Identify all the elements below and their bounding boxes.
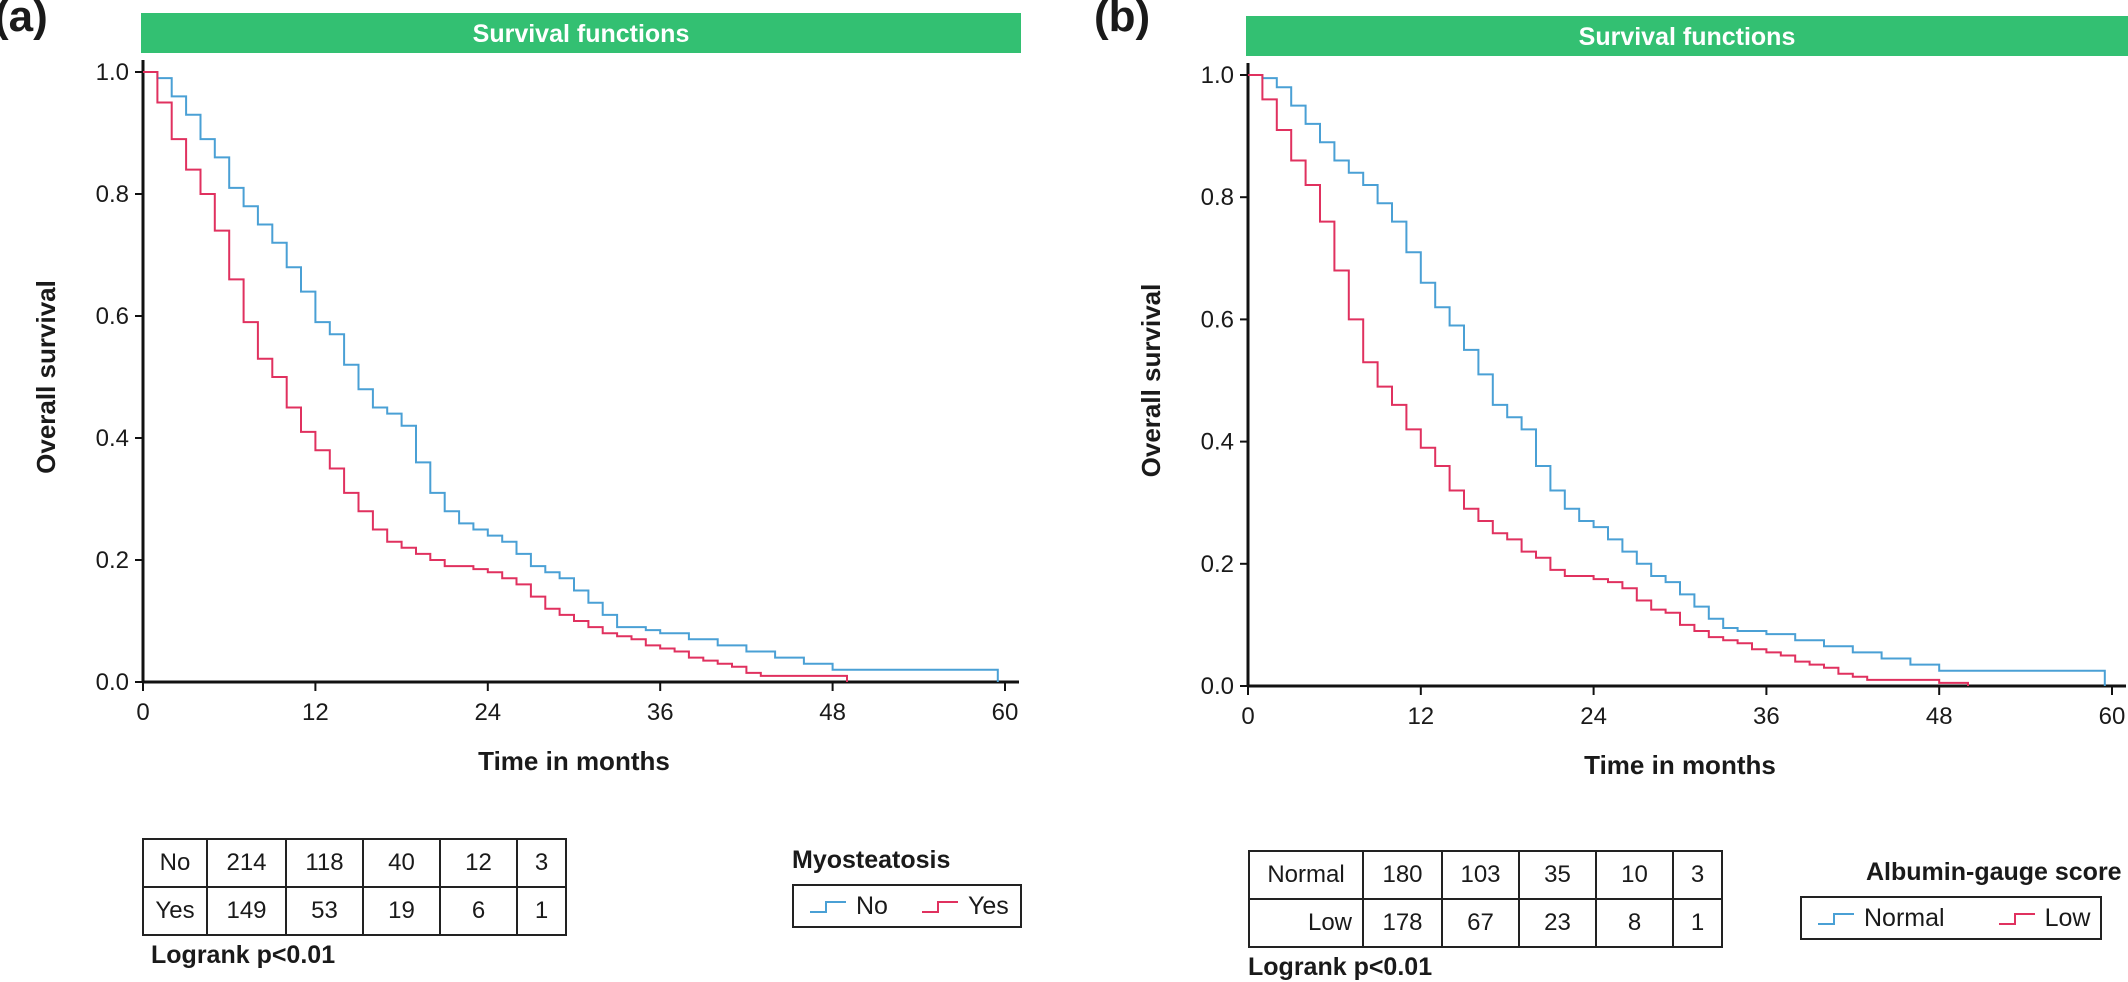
panel-b-logrank: Logrank p<0.01 (1248, 953, 1433, 981)
y-axis-label: Overall survival (31, 280, 61, 474)
table-row: Low 178 67 23 8 1 (1248, 898, 1723, 948)
risk-cell: 40 (362, 838, 441, 888)
chart-title: Survival functions (1579, 23, 1796, 51)
panel-a-legend-title: Myosteatosis (792, 846, 951, 874)
legend-item-low: Low (1997, 903, 2091, 933)
panel-b-letter: (b) (1094, 0, 1151, 41)
risk-cell: 8 (1595, 898, 1674, 948)
x-tick-label: 0 (136, 699, 149, 726)
risk-cell: 3 (1672, 850, 1723, 900)
y-tick-label: 0.0 (96, 669, 129, 696)
x-tick-label: 60 (992, 699, 1019, 726)
legend-step-icon (1818, 913, 1854, 925)
y-tick-label: 0.2 (1201, 551, 1234, 578)
risk-cell: 6 (439, 886, 518, 936)
risk-row-label: Low (1248, 898, 1364, 948)
legend-label: Normal (1864, 903, 1945, 932)
panel-b-risk-table: Normal 180 103 35 10 3 Low 178 67 23 8 1 (1248, 850, 1723, 948)
risk-cell: 180 (1362, 850, 1443, 900)
y-tick-label: 0.4 (96, 425, 129, 452)
x-tick-label: 12 (302, 699, 329, 726)
survival-curve-yes (143, 71, 848, 682)
survival-curve-low (1248, 74, 1969, 686)
panel-a-logrank: Logrank p<0.01 (151, 941, 336, 969)
x-axis-label: Time in months (478, 746, 670, 776)
risk-cell: 19 (362, 886, 441, 936)
legend-step-icon (921, 901, 958, 913)
risk-cell: 3 (516, 838, 567, 888)
panel-b-legend-title: Albumin-gauge score (1866, 858, 2122, 886)
risk-cell: 214 (206, 838, 287, 888)
y-tick-label: 1.0 (1201, 62, 1234, 89)
x-tick-label: 36 (647, 699, 674, 726)
risk-row-label: Normal (1248, 850, 1364, 900)
title-banner (141, 13, 1021, 53)
risk-cell: 118 (285, 838, 364, 888)
y-tick-label: 0.8 (1201, 184, 1234, 211)
y-tick-label: 0.6 (1201, 306, 1234, 333)
panel-a-legend: No Yes (792, 884, 1022, 928)
y-tick-label: 0.8 (96, 181, 129, 208)
risk-cell: 1 (516, 886, 567, 936)
risk-cell: 35 (1518, 850, 1597, 900)
y-tick-label: 0.0 (1201, 673, 1234, 700)
y-axis-label: Overall survival (1136, 284, 1166, 478)
risk-row-label: Yes (142, 886, 208, 936)
survival-curve-no (143, 71, 999, 682)
risk-cell: 67 (1441, 898, 1520, 948)
y-tick-label: 0.2 (96, 547, 129, 574)
legend-item-normal: Normal (1816, 904, 1945, 933)
y-tick-label: 0.6 (96, 303, 129, 330)
legend-step-icon (1998, 913, 2035, 925)
title-banner (1246, 16, 2128, 56)
panel-a-risk-table: No 214 118 40 12 3 Yes 149 53 19 6 1 (142, 838, 567, 936)
risk-cell: 103 (1441, 850, 1520, 900)
chart-panel-b: Survival functions 0.0 0.2 0.4 0.6 0.8 1.0 0 12 2… (1136, 16, 2128, 780)
y-tick-label: 0.4 (1201, 429, 1234, 456)
legend-item-yes: Yes (920, 892, 1009, 921)
risk-cell: 23 (1518, 898, 1597, 948)
table-row: Yes 149 53 19 6 1 (142, 886, 567, 936)
x-axis-label: Time in months (1584, 750, 1776, 780)
risk-cell: 12 (439, 838, 518, 888)
risk-cell: 178 (1362, 898, 1443, 948)
x-tick-label: 24 (1580, 703, 1607, 730)
risk-cell: 53 (285, 886, 364, 936)
legend-label: Low (2044, 903, 2091, 932)
risk-cell: 1 (1672, 898, 1723, 948)
table-row: No 214 118 40 12 3 (142, 838, 567, 888)
table-row: Normal 180 103 35 10 3 (1248, 850, 1723, 900)
x-tick-label: 48 (1926, 703, 1953, 730)
legend-label: No (856, 891, 888, 920)
legend-label: Yes (967, 891, 1009, 920)
x-tick-label: 48 (819, 699, 846, 726)
chart-panel-a: Survival functions 0.0 0.2 0.4 0.6 0.8 1.0 0 12 2… (31, 13, 1021, 776)
risk-cell: 10 (1595, 850, 1674, 900)
x-tick-label: 12 (1407, 703, 1434, 730)
legend-step-icon (810, 901, 846, 913)
legend-item-no: No (808, 892, 888, 921)
panel-a-letter: (a) (0, 0, 48, 41)
panel-b-legend: Normal Low (1800, 896, 2102, 940)
x-tick-label: 24 (474, 699, 501, 726)
x-tick-label: 0 (1241, 703, 1254, 730)
risk-row-label: No (142, 838, 208, 888)
x-tick-label: 60 (2099, 703, 2126, 730)
x-tick-label: 36 (1753, 703, 1780, 730)
y-tick-label: 1.0 (96, 59, 129, 86)
chart-title: Survival functions (473, 20, 690, 48)
survival-curve-normal (1248, 74, 2106, 686)
risk-cell: 149 (206, 886, 287, 936)
